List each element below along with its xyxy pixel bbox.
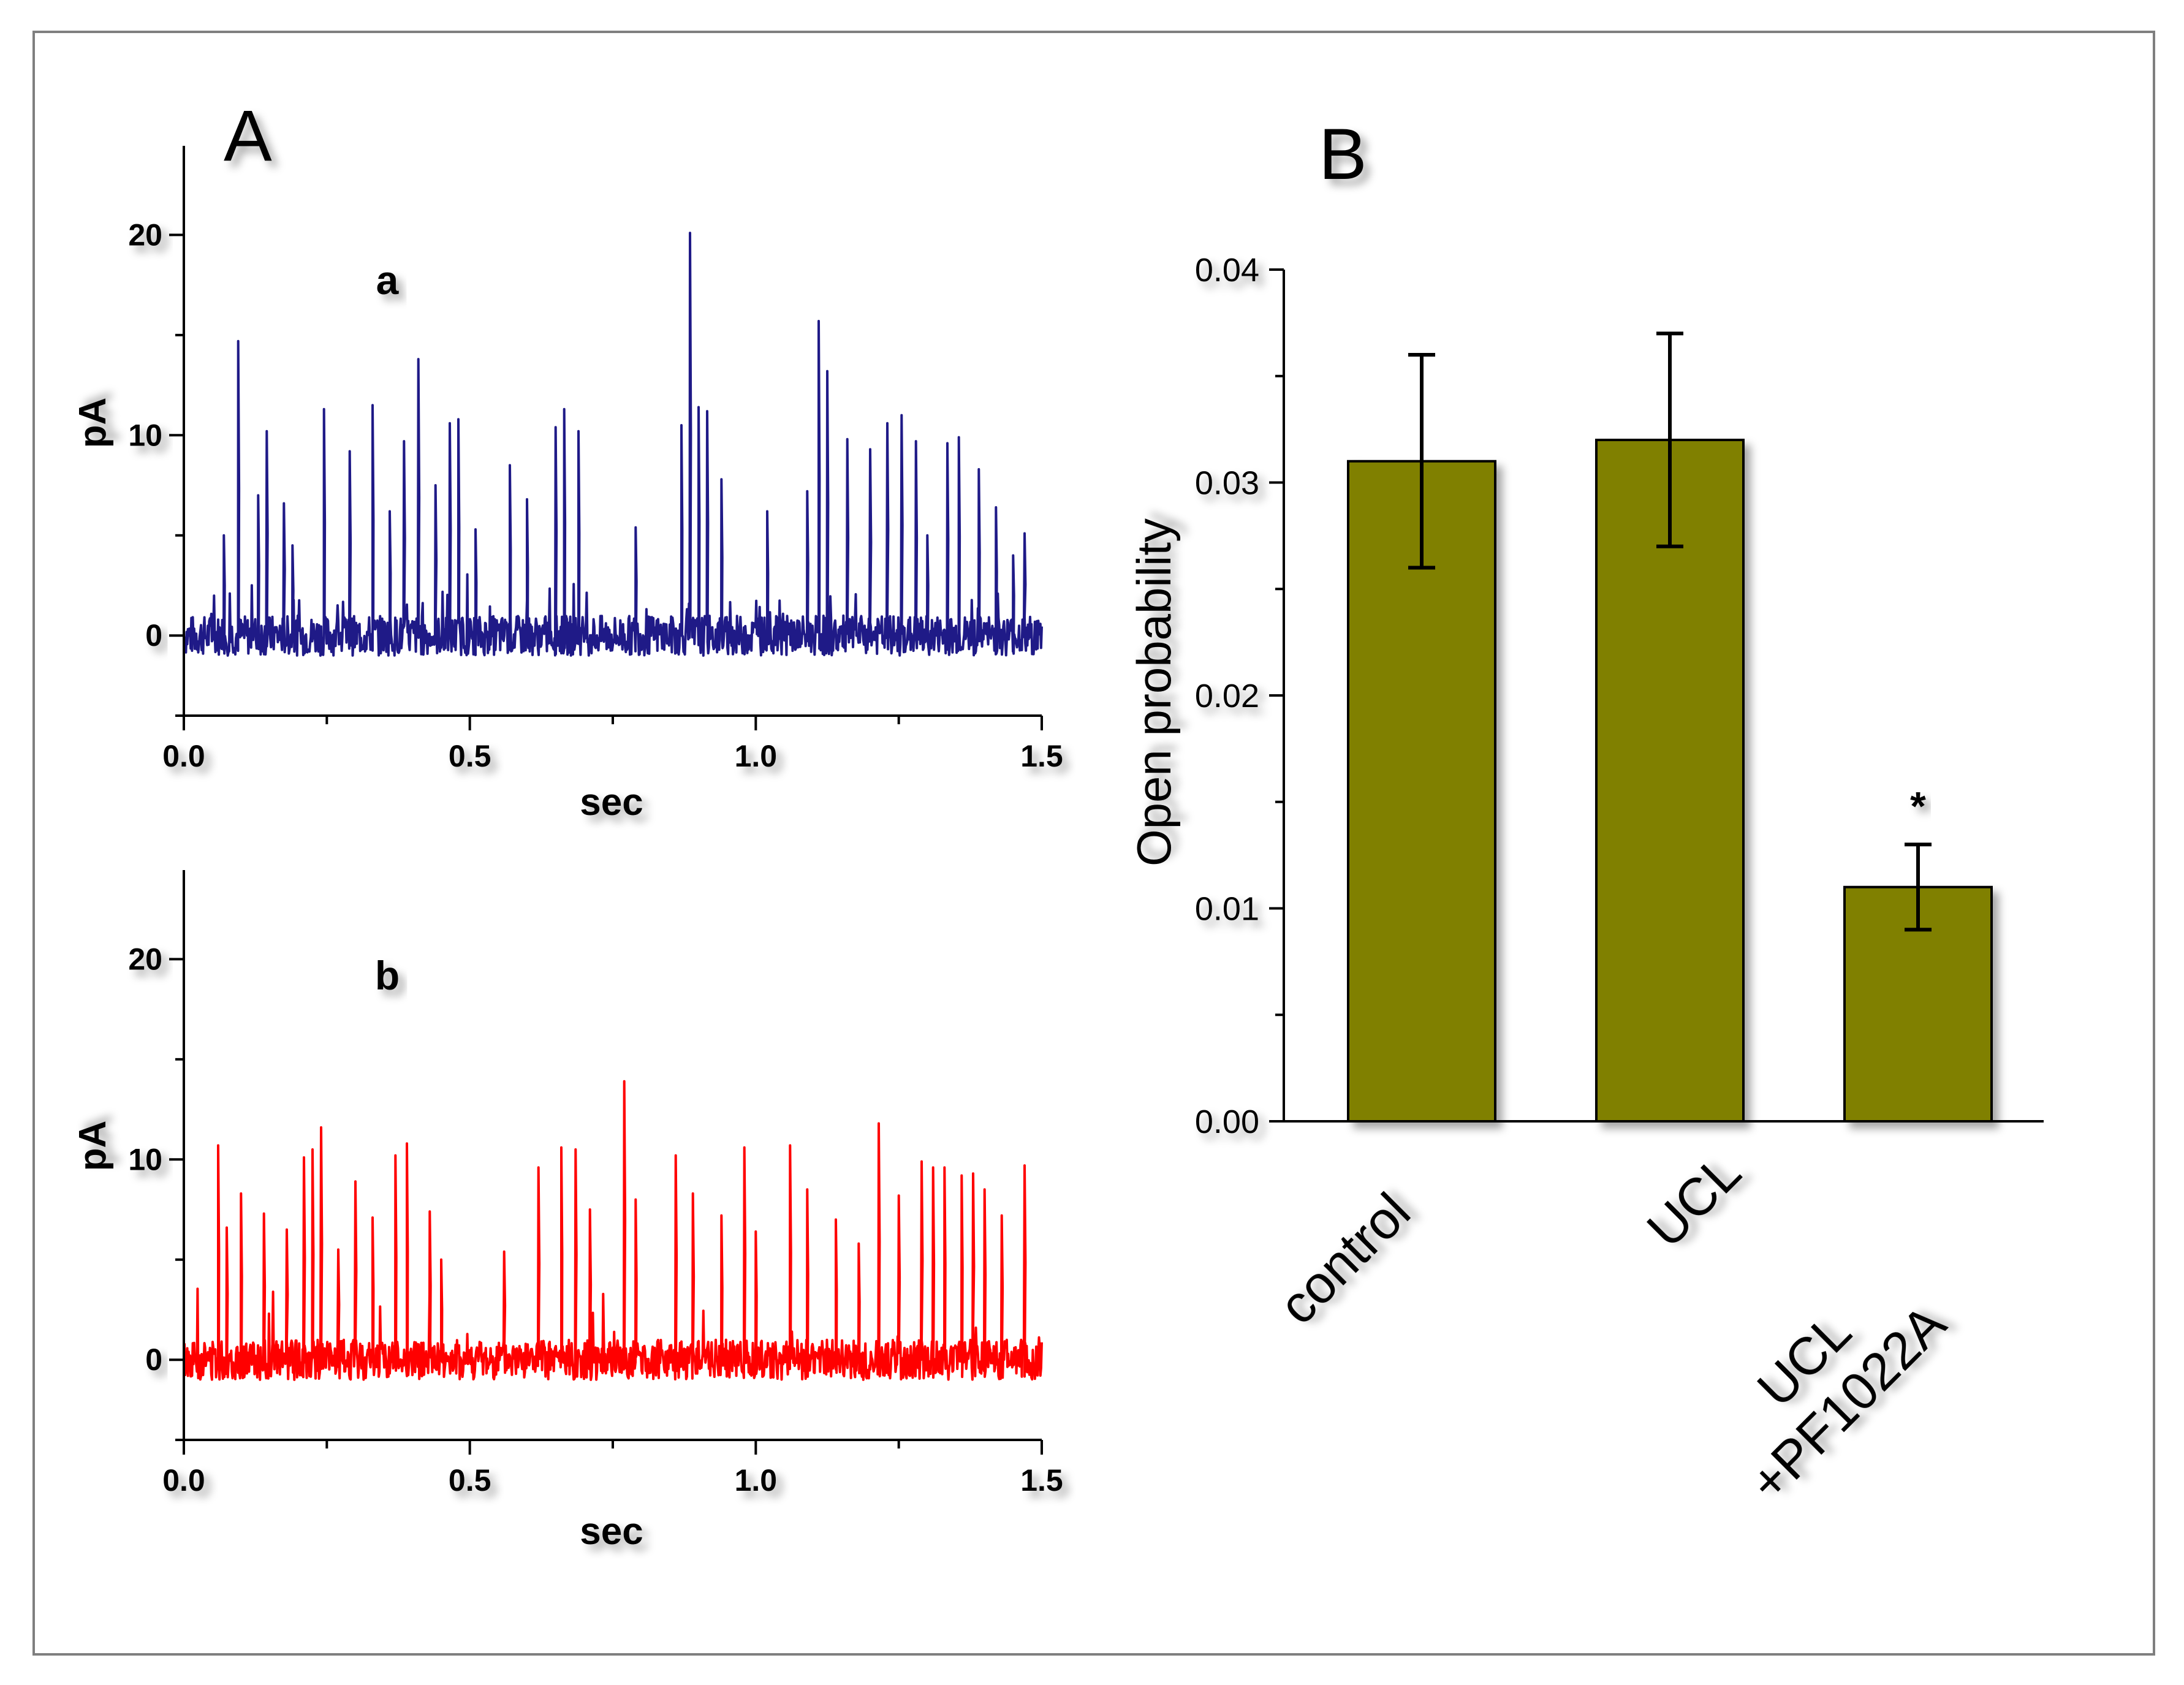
x-tick-label: 1.5 (1020, 1463, 1063, 1498)
significance-marker: * (1910, 783, 1926, 828)
trace-plot-b (183, 1080, 1043, 1381)
y-tick-label: 0 (145, 1342, 162, 1377)
trace-axes-b (169, 870, 1043, 1455)
panel-label-a: A (224, 96, 272, 176)
bar (1347, 460, 1496, 1123)
trace-line (183, 232, 1043, 657)
trace-chart-b: b 0.0 0.5 1.0 1.5 0 10 20 sec pA (72, 870, 1063, 1553)
x-tick-label: 1.0 (735, 739, 778, 773)
trace-label-b: b (375, 953, 400, 998)
trace-line (183, 1080, 1043, 1381)
bar-marks: * (1347, 331, 1993, 1123)
trace-label-a: a (376, 257, 400, 303)
y-tick-label: 10 (128, 1142, 162, 1176)
trace-axes-a (169, 146, 1043, 730)
bar-ticks: 0.00 0.01 0.02 0.03 0.04 (1195, 252, 1259, 1140)
panel-label-b: B (1319, 114, 1367, 195)
bar-axes (1269, 268, 2044, 1123)
bar-chart-b: * 0.00 0.01 0.02 0.03 0.04 Open probabil… (1127, 252, 2044, 1513)
y-tick-label: 0.01 (1195, 891, 1259, 928)
bar (1595, 439, 1745, 1123)
x-tick-label: 0.0 (162, 1463, 205, 1498)
trace-ticks-a: 0.0 0.5 1.0 1.5 0 10 20 (128, 218, 1063, 773)
x-tick-label: 0.5 (449, 739, 491, 773)
x-tick-label: 0.0 (162, 739, 205, 773)
x-axis-label-a: sec (580, 781, 643, 824)
y-tick-label: 10 (128, 418, 162, 452)
y-tick-label: 20 (128, 942, 162, 976)
y-tick-label: 20 (128, 218, 162, 252)
figure-frame (32, 31, 2155, 1656)
x-tick-label: 1.0 (735, 1463, 778, 1498)
x-tick-label: 1.5 (1020, 739, 1063, 773)
y-axis-label-a: pA (72, 398, 114, 449)
y-tick-label: 0 (145, 618, 162, 653)
y-tick-label: 0.04 (1195, 252, 1259, 289)
trace-ticks-b: 0.0 0.5 1.0 1.5 0 10 20 (128, 942, 1063, 1498)
y-axis-label-b: pA (72, 1121, 114, 1172)
trace-chart-a: a 0.0 0.5 1.0 1.5 0 10 20 sec pA (72, 146, 1063, 824)
y-tick-label: 0.03 (1195, 465, 1259, 502)
x-tick-label: 0.5 (449, 1463, 491, 1498)
x-axis-label-b: sec (580, 1510, 643, 1553)
y-axis-label-open-probability: Open probability (1127, 518, 1181, 866)
y-tick-label: 0.00 (1195, 1104, 1259, 1140)
y-tick-label: 0.02 (1195, 678, 1259, 714)
trace-plot-a (183, 232, 1043, 657)
